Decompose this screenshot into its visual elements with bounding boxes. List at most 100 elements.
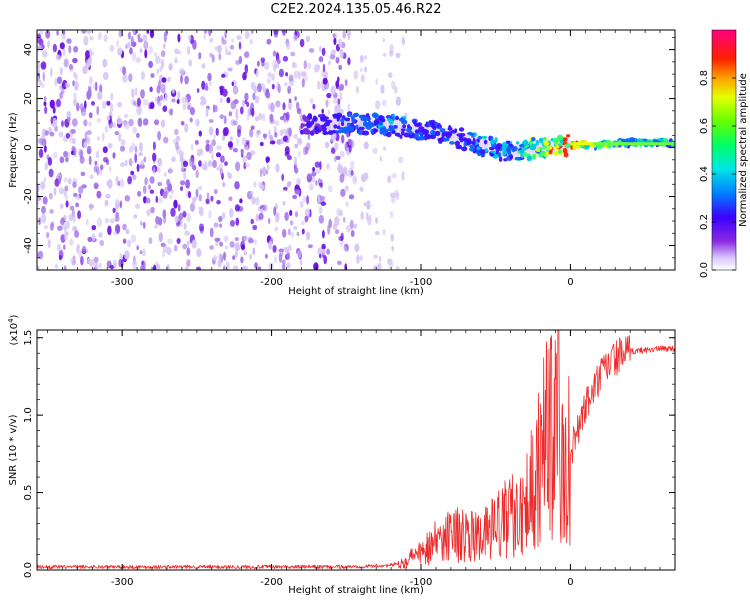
- x-tick-label: -100: [410, 277, 433, 288]
- noise-point: [390, 192, 396, 198]
- ridge-band: [588, 142, 590, 146]
- noise-point: [383, 146, 387, 151]
- noise-point: [332, 33, 336, 38]
- noise-point: [63, 244, 66, 250]
- noise-point: [142, 34, 148, 42]
- noise-point: [65, 157, 69, 163]
- noise-point: [307, 244, 313, 249]
- noise-point: [224, 45, 228, 56]
- noise-point: [339, 48, 344, 59]
- noise-point: [157, 181, 163, 187]
- noise-point: [289, 220, 294, 226]
- noise-point: [160, 58, 165, 66]
- noise-point: [352, 175, 358, 184]
- snr-frame: [36, 329, 676, 571]
- noise-point: [186, 240, 189, 248]
- noise-point: [59, 203, 64, 210]
- noise-point: [258, 112, 263, 121]
- ridge-point: [539, 137, 544, 144]
- noise-point: [140, 89, 145, 99]
- ridge-point: [542, 146, 548, 149]
- noise-point: [338, 38, 343, 48]
- noise-point: [290, 231, 294, 238]
- noise-point: [263, 61, 270, 71]
- noise-point: [79, 155, 85, 164]
- noise-point: [379, 155, 383, 162]
- noise-point: [216, 200, 221, 205]
- ridge-band: [589, 142, 592, 146]
- noise-point: [96, 165, 100, 175]
- noise-point: [348, 194, 355, 200]
- noise-point: [109, 265, 115, 269]
- ridge-point: [346, 122, 351, 127]
- noise-point: [127, 176, 132, 185]
- ridge-point: [300, 129, 305, 135]
- ridge-point: [363, 121, 368, 126]
- noise-point: [196, 248, 202, 257]
- noise-point: [175, 141, 179, 151]
- noise-point: [49, 99, 55, 109]
- noise-point: [313, 64, 320, 73]
- noise-point: [248, 238, 254, 244]
- noise-point: [207, 72, 212, 82]
- noise-point: [255, 197, 260, 205]
- noise-point: [117, 47, 123, 56]
- ridge-point: [558, 150, 562, 154]
- noise-point: [82, 65, 88, 75]
- noise-point: [64, 226, 67, 233]
- noise-point: [208, 30, 212, 37]
- ridge-band: [570, 142, 573, 146]
- noise-point: [213, 189, 218, 195]
- noise-point: [150, 206, 155, 214]
- ridge-point: [358, 126, 365, 131]
- noise-point: [133, 214, 138, 219]
- ridge-point: [418, 131, 423, 135]
- noise-point: [174, 56, 178, 62]
- noise-point: [326, 92, 332, 99]
- noise-point: [292, 34, 299, 42]
- noise-point: [181, 96, 186, 104]
- noise-point: [69, 238, 74, 246]
- noise-point: [102, 146, 108, 154]
- noise-point: [216, 166, 221, 171]
- noise-point: [245, 145, 249, 151]
- ridge-band: [639, 142, 641, 146]
- noise-point: [401, 171, 405, 181]
- noise-point: [131, 51, 137, 62]
- ridge-point: [429, 119, 436, 126]
- ridge-point: [535, 139, 540, 146]
- noise-point: [389, 49, 394, 57]
- ridge-band: [624, 142, 626, 146]
- noise-point: [257, 83, 262, 93]
- noise-point: [154, 51, 157, 57]
- noise-point: [124, 195, 130, 202]
- noise-point: [78, 186, 84, 194]
- noise-point: [223, 235, 229, 242]
- noise-point: [338, 209, 343, 217]
- noise-point: [359, 186, 364, 192]
- noise-point: [85, 136, 91, 145]
- noise-point: [174, 216, 179, 223]
- noise-point: [354, 243, 360, 253]
- noise-point: [162, 105, 168, 112]
- noise-point: [282, 200, 286, 206]
- noise-point: [113, 122, 116, 129]
- ridge-point: [483, 139, 488, 145]
- ridge-point: [434, 121, 439, 127]
- ridge-band: [627, 142, 629, 146]
- noise-point: [260, 208, 264, 214]
- ridge-point: [344, 117, 351, 122]
- noise-point: [131, 88, 135, 99]
- noise-point: [89, 36, 94, 41]
- noise-point: [208, 81, 212, 87]
- noise-point: [139, 250, 143, 255]
- noise-point: [93, 82, 96, 90]
- noise-point: [398, 156, 404, 164]
- ridge-point: [519, 144, 525, 148]
- ridge-point: [416, 122, 423, 127]
- noise-point: [293, 226, 298, 230]
- noise-point: [83, 141, 87, 149]
- ridge-band: [585, 142, 588, 146]
- noise-point: [317, 197, 321, 203]
